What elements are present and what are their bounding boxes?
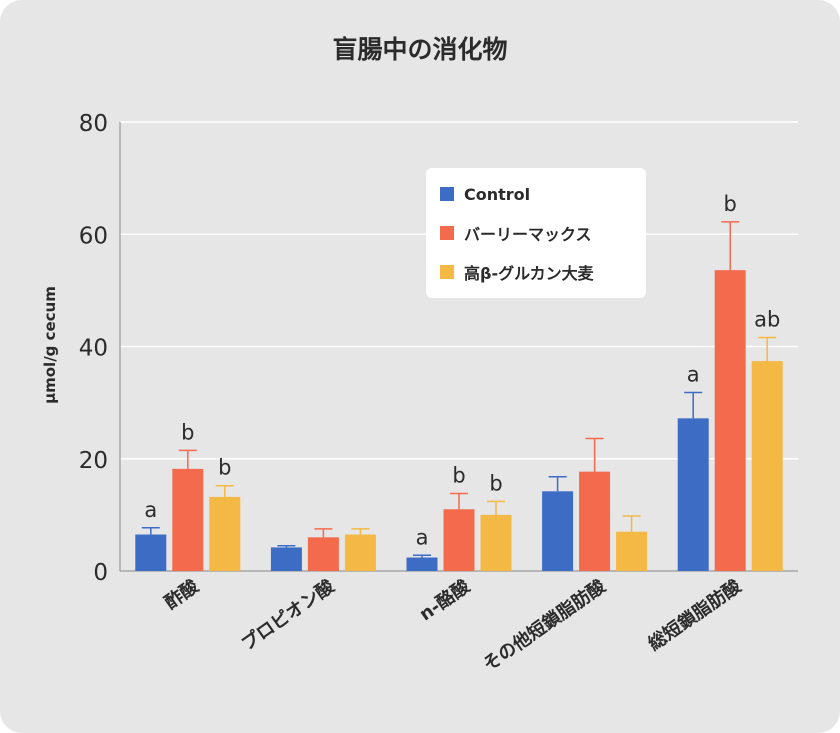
- bar: [135, 534, 167, 571]
- y-tick-label: 60: [79, 223, 108, 249]
- y-tick-label: 40: [79, 336, 108, 362]
- bar: [307, 537, 339, 571]
- bar: [714, 270, 746, 571]
- legend-label-control: Control: [464, 184, 531, 204]
- x-tick-label: 酢酸: [161, 575, 204, 614]
- significance-label: a: [144, 498, 157, 522]
- legend-item-barleymax: バーリーマックス: [440, 221, 592, 245]
- x-tick-label: 総短鎖脂肪酸: [644, 575, 746, 656]
- x-tick-label: プロピオン酸: [237, 575, 339, 656]
- significance-label: b: [218, 456, 231, 480]
- significance-label: a: [416, 525, 429, 549]
- bar: [270, 547, 302, 571]
- bar: [579, 471, 611, 571]
- x-tick-label: n-酪酸: [415, 575, 475, 626]
- legend-swatch-control: [440, 187, 454, 201]
- significance-label: ab: [754, 308, 780, 332]
- y-tick-label: 0: [93, 560, 108, 586]
- legend-item-high-beta-glucan: 高β-グルカン大麦: [440, 260, 594, 284]
- x-tick-label: その他短鎖脂肪酸: [479, 575, 610, 676]
- significance-label: b: [181, 420, 194, 444]
- chart-title: 盲腸中の消化物: [332, 35, 508, 64]
- y-tick-label: 20: [79, 448, 108, 474]
- bar: [172, 468, 204, 571]
- significance-label: b: [489, 471, 502, 495]
- bar: [344, 534, 376, 571]
- legend-label-high-beta-glucan: 高β-グルカン大麦: [464, 264, 594, 283]
- bar: [751, 361, 783, 571]
- significance-label: b: [724, 192, 737, 216]
- bar: [677, 418, 709, 571]
- bar: [406, 557, 438, 571]
- legend-swatch-barleymax: [440, 226, 454, 240]
- bar: [480, 514, 512, 571]
- legend-swatch-high-beta-glucan: [440, 265, 454, 279]
- significance-label: a: [687, 363, 700, 387]
- bar: [542, 491, 574, 571]
- legend-item-control: Control: [440, 182, 530, 206]
- bar: [443, 509, 475, 571]
- significance-label: b: [452, 464, 465, 488]
- legend-label-barleymax: バーリーマックス: [464, 225, 592, 244]
- bar: [616, 531, 648, 571]
- bar: [209, 496, 241, 571]
- chart-legend: Control バーリーマックス 高β-グルカン大麦: [426, 168, 646, 298]
- y-tick-label: 80: [79, 111, 108, 137]
